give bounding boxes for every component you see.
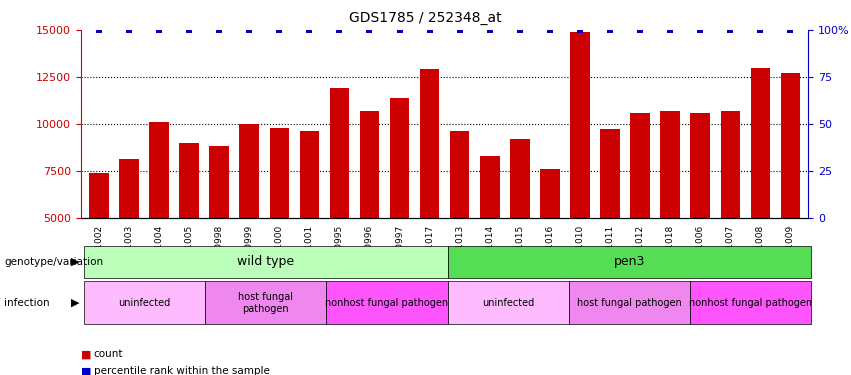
Text: nonhost fungal pathogen: nonhost fungal pathogen	[689, 298, 813, 308]
Text: ■: ■	[81, 350, 91, 359]
Bar	[780, 73, 800, 311]
Text: count: count	[94, 350, 123, 359]
Bar	[751, 68, 770, 311]
Bar	[89, 172, 109, 311]
Bar	[450, 131, 470, 311]
Bar	[721, 111, 740, 311]
Bar	[119, 159, 139, 311]
Bar	[570, 32, 590, 311]
Text: host fungal pathogen: host fungal pathogen	[577, 298, 682, 308]
Text: ▶: ▶	[71, 256, 79, 267]
Text: nonhost fungal pathogen: nonhost fungal pathogen	[325, 298, 448, 308]
Bar	[239, 124, 259, 311]
Text: pen3: pen3	[614, 255, 645, 268]
Text: infection: infection	[4, 298, 50, 308]
Text: percentile rank within the sample: percentile rank within the sample	[94, 366, 270, 375]
Bar	[329, 88, 349, 311]
Text: wild type: wild type	[237, 255, 294, 268]
Bar	[270, 128, 289, 311]
Bar	[300, 131, 319, 311]
Bar	[480, 156, 500, 311]
Bar	[600, 129, 620, 311]
Bar	[360, 111, 380, 311]
Bar	[690, 112, 710, 311]
Text: ▶: ▶	[71, 298, 79, 308]
Text: uninfected: uninfected	[118, 298, 171, 308]
Bar	[149, 122, 168, 311]
Bar	[420, 69, 439, 311]
Bar	[180, 142, 199, 311]
Bar	[390, 98, 409, 311]
Bar	[631, 112, 650, 311]
Text: uninfected: uninfected	[483, 298, 534, 308]
Bar	[660, 111, 680, 311]
Bar	[540, 169, 560, 311]
Bar	[209, 146, 229, 311]
Text: ■: ■	[81, 366, 91, 375]
Text: genotype/variation: genotype/variation	[4, 256, 103, 267]
Text: GDS1785 / 252348_at: GDS1785 / 252348_at	[349, 11, 502, 25]
Text: host fungal
pathogen: host fungal pathogen	[238, 292, 294, 314]
Bar	[510, 139, 529, 311]
